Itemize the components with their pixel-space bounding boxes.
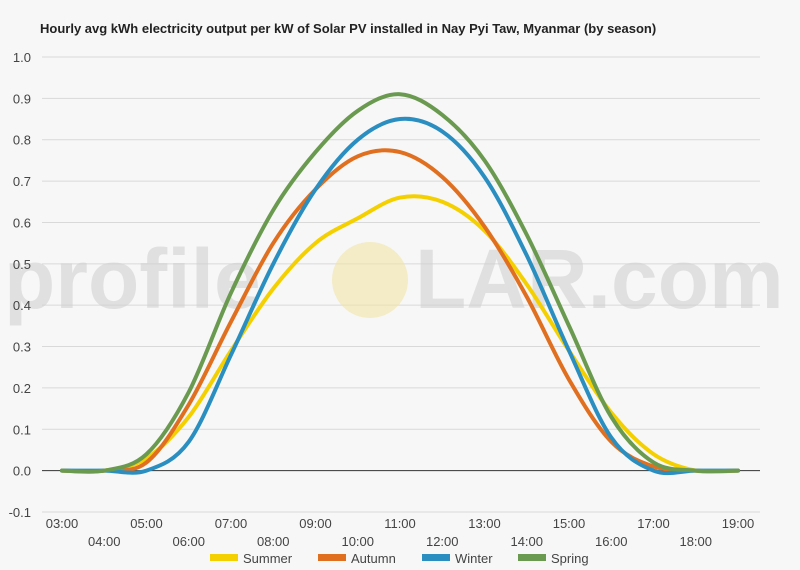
x-tick-label: 13:00 xyxy=(468,516,501,531)
watermark: profile LAR.com xyxy=(4,232,784,326)
x-tick-label: 03:00 xyxy=(46,516,79,531)
y-tick-label: 0.0 xyxy=(13,464,31,479)
series-line-spring xyxy=(60,92,740,474)
x-tick-label: 05:00 xyxy=(130,516,163,531)
legend-item-spring[interactable]: Spring xyxy=(518,551,589,566)
legend-label-winter: Winter xyxy=(455,551,493,566)
x-tick-label: 12:00 xyxy=(426,534,459,549)
series-line-autumn xyxy=(60,148,740,474)
axes: -0.1 0.0 0.1 0.2 0.3 0.4 0.5 0.6 0.7 0.8 0.9 1.0 03:… xyxy=(9,50,760,549)
y-tick-label: 0.7 xyxy=(13,174,31,189)
y-tick-label: 1.0 xyxy=(13,50,31,65)
series-line-winter xyxy=(60,116,740,476)
legend-swatch-summer xyxy=(210,554,238,561)
y-tick-label: 0.4 xyxy=(13,298,31,313)
x-tick-label: 06:00 xyxy=(172,534,205,549)
legend-item-autumn[interactable]: Autumn xyxy=(318,551,396,566)
legend-item-winter[interactable]: Winter xyxy=(422,551,493,566)
x-tick-label: 16:00 xyxy=(595,534,628,549)
legend-label-spring: Spring xyxy=(551,551,589,566)
watermark-text-right: LAR.com xyxy=(415,232,784,326)
legend-swatch-autumn xyxy=(318,554,346,561)
series-line-summer xyxy=(60,194,740,474)
x-tick-label: 09:00 xyxy=(299,516,332,531)
legend-swatch-spring xyxy=(518,554,546,561)
y-tick-label: 0.3 xyxy=(13,340,31,355)
x-tick-label: 07:00 xyxy=(215,516,248,531)
x-tick-label: 15:00 xyxy=(553,516,586,531)
y-tick-label: -0.1 xyxy=(9,505,31,520)
y-tick-label: 0.2 xyxy=(13,381,31,396)
watermark-text-left: profile xyxy=(4,232,261,326)
series-lines xyxy=(60,92,740,476)
legend: Summer Autumn Winter Spring xyxy=(210,551,589,566)
y-tick-label: 0.5 xyxy=(13,257,31,272)
legend-label-summer: Summer xyxy=(243,551,293,566)
watermark-sun-icon xyxy=(332,242,408,318)
y-tick-label: 0.1 xyxy=(13,422,31,437)
legend-label-autumn: Autumn xyxy=(351,551,396,566)
x-tick-label: 14:00 xyxy=(510,534,543,549)
x-tick-label: 19:00 xyxy=(722,516,755,531)
legend-item-summer[interactable]: Summer xyxy=(210,551,293,566)
legend-swatch-winter xyxy=(422,554,450,561)
x-tick-label: 10:00 xyxy=(341,534,374,549)
x-tick-label: 11:00 xyxy=(384,516,416,531)
x-tick-label: 18:00 xyxy=(679,534,712,549)
x-tick-label: 17:00 xyxy=(637,516,670,531)
y-tick-label: 0.6 xyxy=(13,215,31,230)
y-tick-label: 0.9 xyxy=(13,91,31,106)
x-tick-label: 08:00 xyxy=(257,534,290,549)
y-tick-label: 0.8 xyxy=(13,133,31,148)
x-tick-label: 04:00 xyxy=(88,534,121,549)
chart-title: Hourly avg kWh electricity output per kW… xyxy=(40,21,656,36)
